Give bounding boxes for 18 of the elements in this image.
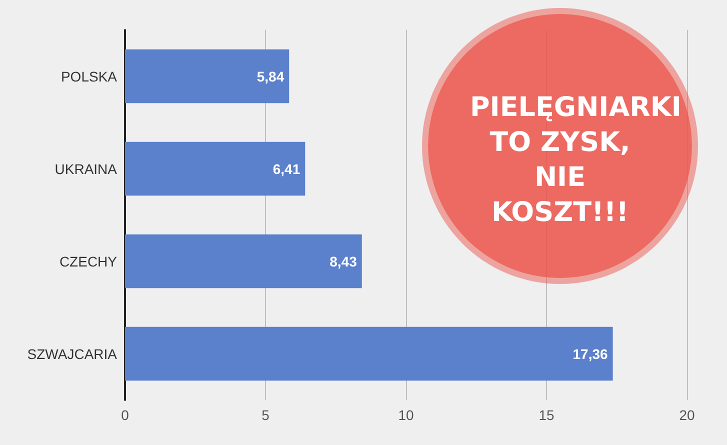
y-tick-label: SZWAJCARIA	[27, 346, 118, 362]
bar	[125, 326, 613, 381]
data-label: 17,36	[572, 346, 608, 362]
bar	[125, 49, 290, 104]
bar	[125, 142, 306, 196]
y-tick-label: CZECHY	[59, 253, 118, 270]
y-tick-label: UKRAINA	[54, 160, 118, 177]
annotation: PIELĘGNIARKI TO ZYSK, NIE KOSZT!!!	[470, 91, 682, 230]
x-tick-label: 0	[121, 407, 130, 423]
x-tick-label: 15	[538, 407, 554, 423]
x-tick-label: 5	[262, 407, 270, 423]
x-tick-label: 10	[398, 407, 414, 423]
bar	[125, 234, 362, 288]
data-label: 8,43	[330, 253, 358, 270]
y-tick-label: POLSKA	[60, 68, 118, 84]
data-label: 5,84	[256, 68, 284, 84]
x-tick-label: 20	[679, 407, 695, 423]
data-label: 6,41	[272, 160, 300, 177]
